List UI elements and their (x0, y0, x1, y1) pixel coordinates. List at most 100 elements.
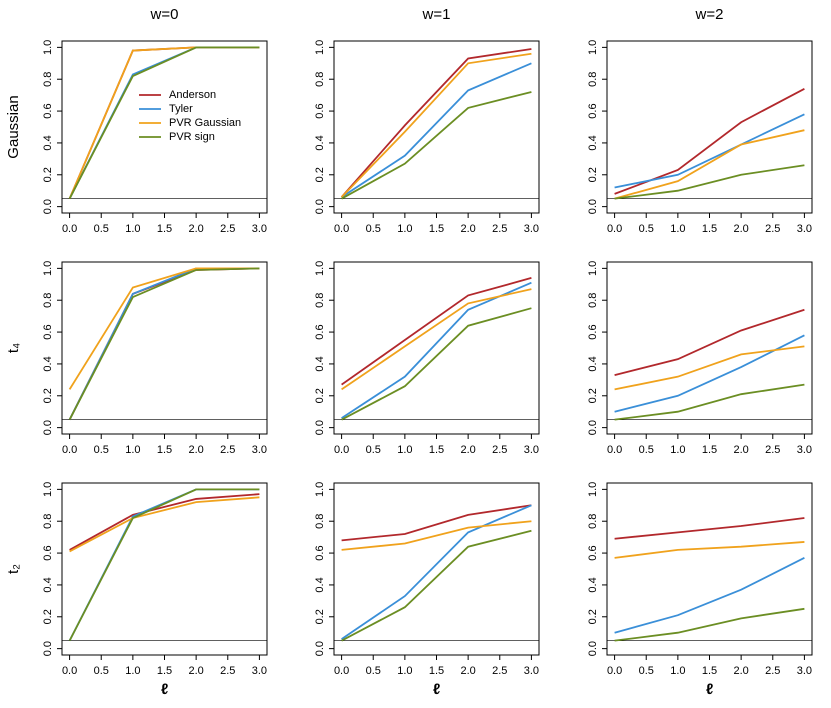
x-tick-label: 0.0 (334, 444, 349, 456)
series-line (69, 493, 260, 551)
y-tick-label: 0.2 (587, 167, 599, 182)
x-tick-label: 1.5 (157, 223, 172, 235)
x-axis-label: ℓ (706, 681, 713, 698)
x-tick-label: 0.5 (94, 444, 109, 456)
plot-box (606, 40, 813, 214)
x-tick-label: 3.0 (524, 223, 539, 235)
x-tick-label: 0.0 (607, 665, 622, 677)
y-tick-label: 1.0 (42, 482, 54, 497)
x-tick-label: 1.0 (125, 444, 140, 456)
series-line (340, 48, 532, 198)
x-tick-label: 3.0 (252, 665, 267, 677)
x-tick-label: 1.0 (397, 223, 412, 235)
x-tick-label: 2.5 (492, 444, 507, 456)
x-tick-label: 2.5 (765, 444, 780, 456)
x-axis-label: ℓ (161, 681, 168, 698)
x-tick-label: 0.0 (62, 444, 77, 456)
series-line (614, 541, 805, 559)
y-tick-label: 0.8 (314, 293, 326, 308)
y-tick-label: 0.2 (314, 609, 326, 624)
y-tick-label: 0.0 (314, 199, 326, 214)
plot-box (61, 261, 268, 435)
y-tick-label: 0.4 (314, 356, 326, 371)
y-tick-label: 0.2 (42, 167, 54, 182)
x-tick-label: 0.0 (62, 665, 77, 677)
y-tick-label: 0.0 (587, 641, 599, 656)
y-tick-label: 0.0 (314, 420, 326, 435)
x-tick-label: 1.5 (157, 665, 172, 677)
y-tick-label: 0.2 (587, 388, 599, 403)
x-tick-label: 1.5 (429, 665, 444, 677)
y-tick-label: 0.8 (587, 72, 599, 87)
series-line (341, 520, 532, 551)
series-line (341, 281, 532, 419)
series-line (69, 496, 260, 553)
x-axis-label: ℓ (433, 681, 440, 698)
series-line (614, 607, 805, 642)
y-tick-label: 0.8 (42, 293, 54, 308)
x-tick-label: 2.5 (220, 223, 235, 235)
series-line (614, 129, 805, 200)
y-tick-label: 0.4 (587, 356, 599, 371)
x-tick-label: 1.0 (670, 665, 685, 677)
x-tick-label: 0.0 (62, 223, 77, 235)
plot-box (333, 40, 540, 214)
series-line (341, 504, 532, 542)
y-tick-label: 0.6 (42, 324, 54, 339)
x-tick-label: 1.0 (125, 665, 140, 677)
x-tick-label: 2.0 (733, 665, 748, 677)
y-tick-label: 0.4 (587, 135, 599, 150)
x-tick-label: 2.0 (733, 223, 748, 235)
x-tick-label: 0.5 (639, 223, 654, 235)
y-tick-label: 0.2 (314, 388, 326, 403)
x-tick-label: 2.0 (460, 223, 475, 235)
x-tick-label: 1.5 (429, 223, 444, 235)
series-line (341, 504, 532, 640)
x-tick-label: 0.0 (607, 223, 622, 235)
x-tick-label: 0.5 (366, 665, 381, 677)
y-tick-label: 0.8 (587, 293, 599, 308)
series-line (614, 308, 805, 376)
legend-label: Tyler (169, 103, 193, 115)
y-tick-label: 1.0 (42, 40, 54, 55)
y-tick-label: 1.0 (587, 40, 599, 55)
x-tick-label: 1.0 (397, 665, 412, 677)
series-line (341, 307, 532, 421)
x-tick-label: 3.0 (524, 444, 539, 456)
x-tick-label: 1.5 (702, 665, 717, 677)
series-line (68, 267, 260, 390)
x-tick-label: 2.5 (220, 665, 235, 677)
y-tick-label: 0.4 (314, 577, 326, 592)
series-line (614, 334, 805, 413)
x-tick-label: 2.0 (460, 444, 475, 456)
y-tick-label: 1.0 (587, 482, 599, 497)
series-line (614, 164, 805, 200)
x-tick-label: 0.5 (639, 444, 654, 456)
series-line (614, 345, 805, 391)
series-line (614, 113, 805, 189)
series-line (68, 267, 260, 421)
y-tick-label: 0.8 (314, 72, 326, 87)
x-tick-label: 3.0 (252, 223, 267, 235)
x-tick-label: 2.0 (460, 665, 475, 677)
x-tick-label: 1.0 (670, 444, 685, 456)
y-tick-label: 1.0 (314, 40, 326, 55)
column-title: w=2 (695, 6, 724, 23)
x-tick-label: 2.0 (733, 444, 748, 456)
y-tick-label: 0.6 (587, 103, 599, 118)
series-line (341, 529, 532, 642)
y-tick-label: 0.4 (42, 356, 54, 371)
y-tick-label: 0.0 (42, 420, 54, 435)
x-tick-label: 0.5 (366, 444, 381, 456)
row-label: t₄ (5, 343, 22, 353)
legend-label: PVR Gaussian (169, 117, 241, 129)
x-tick-label: 2.5 (765, 223, 780, 235)
series-line (614, 383, 805, 421)
x-tick-label: 0.0 (334, 665, 349, 677)
y-tick-label: 0.6 (314, 324, 326, 339)
x-tick-label: 2.5 (220, 444, 235, 456)
y-tick-label: 0.4 (587, 577, 599, 592)
y-tick-label: 0.8 (42, 72, 54, 87)
y-tick-label: 0.6 (587, 324, 599, 339)
y-tick-label: 0.0 (42, 199, 54, 214)
